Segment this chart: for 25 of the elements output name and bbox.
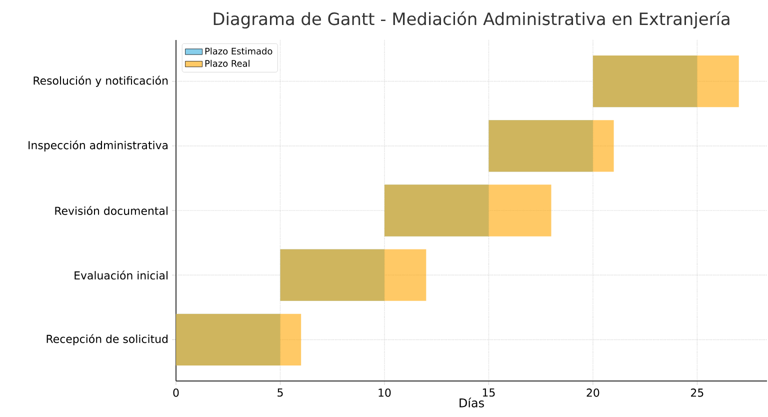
x-tick-label: 20	[586, 388, 600, 397]
x-tick-label: 5	[278, 388, 283, 397]
x-tick-label: 25	[691, 388, 704, 397]
legend-label: Plazo Estimado	[205, 48, 272, 55]
bar	[384, 184, 489, 236]
y-tick-label: Inspección administrativa	[28, 140, 168, 152]
bar	[176, 314, 280, 366]
bar	[176, 314, 302, 366]
y-tick-label: Recepción de solicitud	[46, 334, 168, 346]
legend-label: Plazo Real	[205, 60, 250, 67]
bar	[280, 249, 426, 301]
chart-title: Diagrama de Gantt - Mediación Administrativa en Extranjería	[214, 11, 730, 28]
x-tick-label: 0	[173, 388, 179, 397]
bar	[592, 56, 739, 108]
y-tick-label: Resolución y notificación	[34, 76, 168, 87]
y-tick-label: Evaluación inicial	[74, 270, 168, 280]
bar	[488, 120, 593, 172]
bar	[384, 184, 552, 236]
y-tick-label: Revisión documental	[55, 206, 168, 215]
bar	[280, 249, 384, 301]
bar	[592, 56, 698, 108]
x-tick-label: 15	[482, 388, 495, 397]
x-axis-title: Días	[460, 398, 484, 408]
bar	[488, 120, 614, 172]
x-tick-label: 10	[378, 388, 391, 397]
